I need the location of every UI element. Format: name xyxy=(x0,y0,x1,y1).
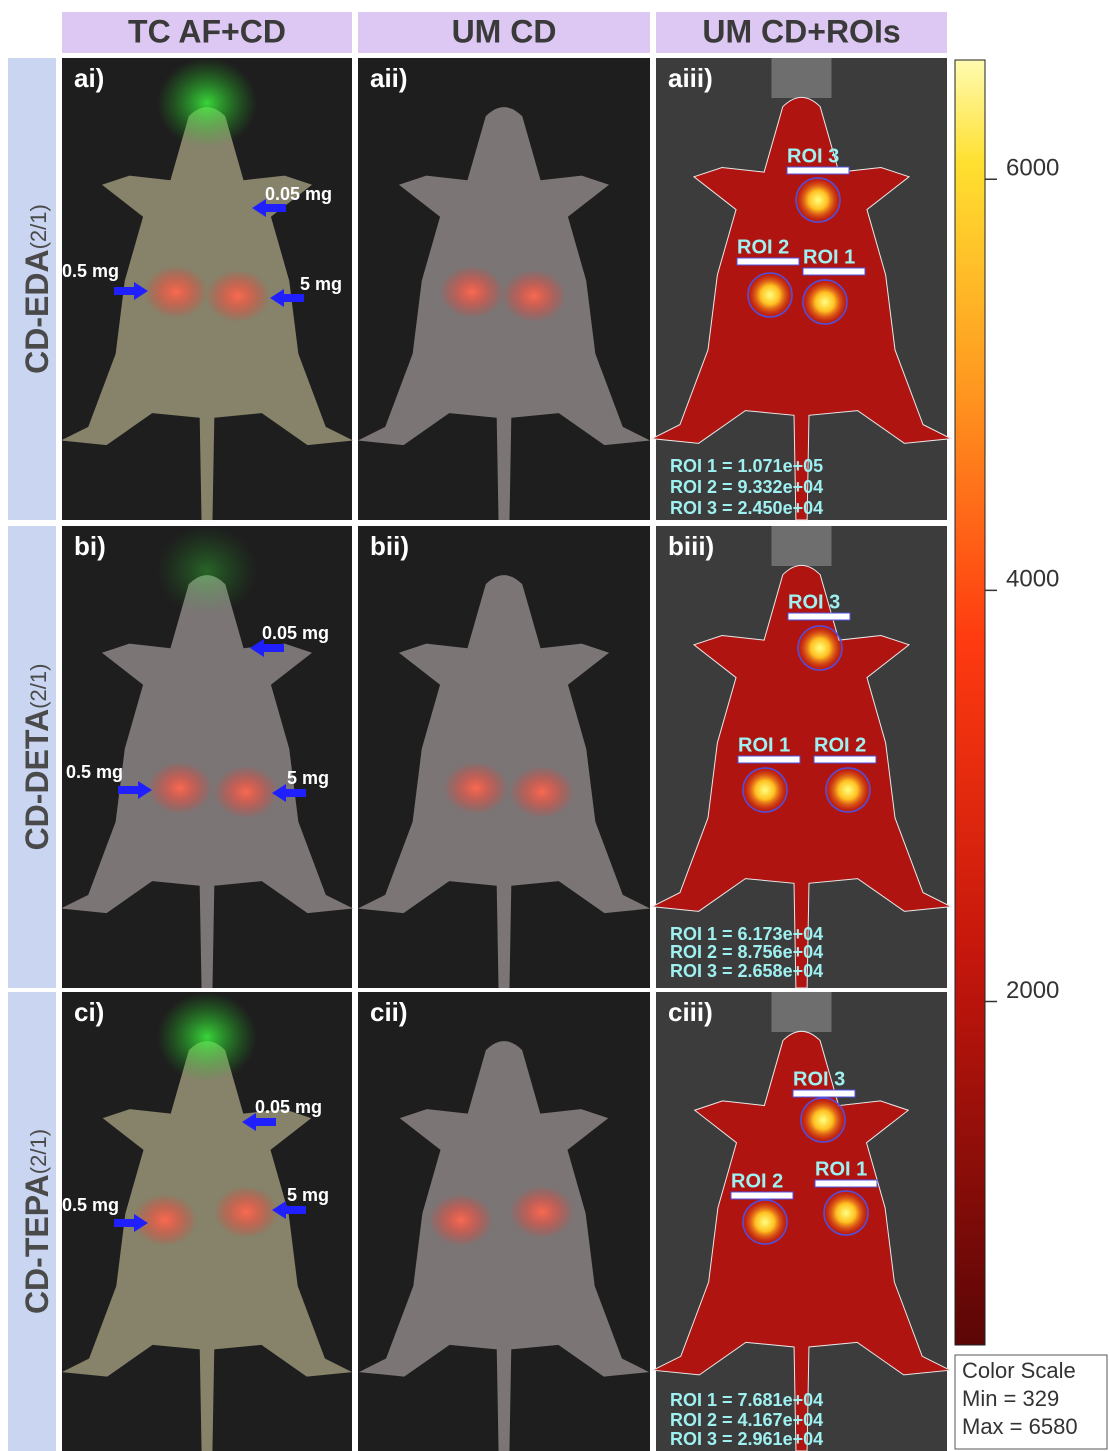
column-header: TC AF+CD xyxy=(128,13,286,49)
roi-value: ROI 1 = 7.681e+04 xyxy=(670,1390,823,1410)
roi-value: ROI 1 = 6.173e+04 xyxy=(670,924,823,944)
tube xyxy=(772,526,832,566)
color-bar-tick-label: 4000 xyxy=(1006,566,1059,593)
color-scale-max: Max = 6580 xyxy=(962,1414,1078,1439)
fluorescence-spot xyxy=(510,766,574,818)
fluorescence-spot xyxy=(214,1186,278,1238)
fluorescence-green xyxy=(157,58,257,148)
roi-tag xyxy=(731,1192,793,1199)
dose-label: 5 mg xyxy=(300,274,342,294)
roi-hotspot xyxy=(824,766,872,814)
fluorescence-spot xyxy=(510,1186,574,1238)
roi-label: ROI 2 xyxy=(731,1170,783,1192)
roi-value: ROI 3 = 2.961e+04 xyxy=(670,1429,823,1449)
roi-hotspot xyxy=(741,766,789,814)
dose-label: 0.05 mg xyxy=(265,184,332,204)
color-bar-tick-label: 6000 xyxy=(1006,155,1059,182)
dose-label: 0.5 mg xyxy=(66,762,123,782)
color-scale-title: Color Scale xyxy=(962,1358,1076,1383)
roi-tag xyxy=(788,613,850,620)
row-label-name: CD-TEPA xyxy=(19,1174,55,1314)
row-label-name: CD-EDA xyxy=(19,249,55,373)
row-label: CD-TEPA(2/1) xyxy=(19,1129,55,1314)
roi-label: ROI 1 xyxy=(803,246,855,268)
row-label: CD-EDA(2/1) xyxy=(19,204,55,374)
panel-label: ai) xyxy=(74,63,104,93)
panel-label: ci) xyxy=(74,997,104,1027)
roi-value: ROI 2 = 4.167e+04 xyxy=(670,1410,823,1430)
fluorescence-spot xyxy=(429,1194,493,1246)
row-label-subscript: (2/1) xyxy=(26,1129,51,1174)
row-label-subscript: (2/1) xyxy=(26,204,51,249)
roi-value: ROI 2 = 9.332e+04 xyxy=(670,477,823,497)
roi-hotspot xyxy=(741,1198,789,1246)
row-label-subscript: (2/1) xyxy=(26,664,51,709)
roi-label: ROI 2 xyxy=(814,734,866,756)
roi-value: ROI 3 = 2.450e+04 xyxy=(670,498,823,518)
fluorescence-spot xyxy=(214,766,278,818)
fluorescence-spot xyxy=(206,270,270,322)
fluorescence-green xyxy=(157,992,257,1082)
roi-label: ROI 2 xyxy=(737,236,789,258)
roi-hotspot xyxy=(746,271,794,319)
figure: TC AF+CDUM CDUM CD+ROIsCD-EDA(2/1)ai)aii… xyxy=(0,0,1109,1451)
roi-hotspot xyxy=(796,624,844,672)
fluorescence-spot xyxy=(148,762,212,814)
roi-tag xyxy=(787,167,849,174)
fluorescence-spot xyxy=(444,762,508,814)
roi-hotspot xyxy=(799,1096,847,1144)
fluorescence-spot xyxy=(144,266,208,318)
roi-tag xyxy=(793,1090,855,1097)
panel-label: biii) xyxy=(668,531,714,561)
dose-label: 0.5 mg xyxy=(62,261,119,281)
color-scale-min: Min = 329 xyxy=(962,1386,1059,1411)
column-header: UM CD xyxy=(452,13,557,49)
roi-hotspot xyxy=(822,1189,870,1237)
tube xyxy=(772,58,832,98)
roi-tag xyxy=(814,756,876,763)
roi-value: ROI 3 = 2.658e+04 xyxy=(670,961,823,981)
roi-value: ROI 1 = 1.071e+05 xyxy=(670,456,823,476)
roi-hotspot xyxy=(794,176,842,224)
roi-tag xyxy=(815,1180,877,1187)
roi-tag xyxy=(803,268,865,275)
fluorescence-spot xyxy=(502,270,566,322)
tube xyxy=(772,992,832,1032)
dose-label: 0.5 mg xyxy=(62,1195,119,1215)
panel-label: ciii) xyxy=(668,997,713,1027)
roi-tag xyxy=(737,258,799,265)
roi-label: ROI 3 xyxy=(793,1068,845,1090)
roi-label: ROI 3 xyxy=(788,591,840,613)
dose-label: 0.05 mg xyxy=(255,1097,322,1117)
color-bar xyxy=(955,60,985,1345)
roi-tag xyxy=(738,756,800,763)
roi-label: ROI 1 xyxy=(738,734,790,756)
roi-label: ROI 1 xyxy=(815,1158,867,1180)
row-label: CD-DETA(2/1) xyxy=(19,664,55,851)
roi-label: ROI 3 xyxy=(787,145,839,167)
panel-label: cii) xyxy=(370,997,408,1027)
roi-hotspot xyxy=(801,278,849,326)
panel-label: bii) xyxy=(370,531,409,561)
dose-label: 5 mg xyxy=(287,768,329,788)
roi-value: ROI 2 = 8.756e+04 xyxy=(670,942,823,962)
fluorescence-spot xyxy=(440,266,504,318)
panel-label: aii) xyxy=(370,63,408,93)
dose-label: 0.05 mg xyxy=(262,623,329,643)
dose-label: 5 mg xyxy=(287,1185,329,1205)
panel-label: bi) xyxy=(74,531,106,561)
fluorescence-green xyxy=(157,526,257,616)
row-label-name: CD-DETA xyxy=(19,709,55,851)
color-bar-tick-label: 2000 xyxy=(1006,977,1059,1004)
column-header: UM CD+ROIs xyxy=(702,13,900,49)
panel-label: aiii) xyxy=(668,63,713,93)
